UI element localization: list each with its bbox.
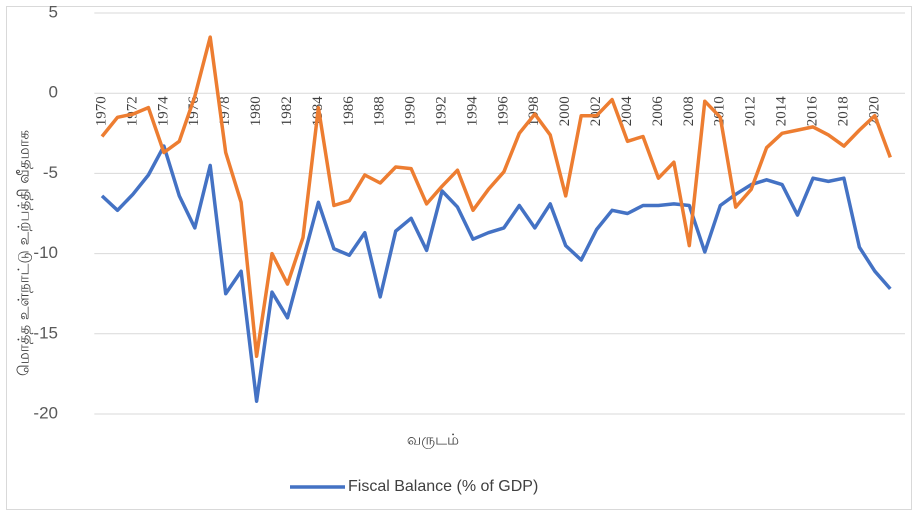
x-tick-label: 2002 bbox=[588, 96, 604, 126]
x-tick-label: 2006 bbox=[650, 96, 666, 127]
x-tick-label: 2004 bbox=[619, 96, 635, 127]
y-tick-label: -15 bbox=[33, 323, 58, 342]
x-tick-label: 1994 bbox=[464, 96, 480, 127]
series-line bbox=[100, 144, 892, 403]
x-tick-label: 2014 bbox=[774, 96, 790, 127]
y-tick-label: 5 bbox=[49, 2, 58, 21]
x-tick-label: 1996 bbox=[495, 96, 511, 127]
x-tick-label: 2008 bbox=[681, 96, 697, 126]
y-tick-label: -10 bbox=[33, 243, 58, 262]
y-tick-label: 0 bbox=[49, 83, 58, 102]
y-tick-label: -20 bbox=[33, 403, 58, 422]
x-tick-label: 1982 bbox=[279, 96, 295, 126]
y-axis-title: மொத்த உள்நாட்டு உற்பத்தி வீதமாக bbox=[15, 130, 33, 376]
chart-border bbox=[6, 6, 912, 510]
x-tick-label: 1988 bbox=[372, 96, 388, 126]
x-tick-label: 2016 bbox=[804, 96, 820, 127]
x-tick-label: 2000 bbox=[557, 96, 573, 126]
x-tick-label: 1980 bbox=[248, 96, 264, 126]
x-tick-label: 1974 bbox=[155, 96, 171, 127]
x-tick-label: 1970 bbox=[93, 96, 109, 126]
legend-label: Fiscal Balance (% of GDP) bbox=[348, 478, 538, 495]
x-tick-label: 2018 bbox=[835, 96, 851, 126]
series-line bbox=[100, 35, 892, 359]
x-tick-label: 1992 bbox=[433, 96, 449, 126]
x-tick-label: 2010 bbox=[712, 96, 728, 126]
x-tick-label: 2012 bbox=[743, 96, 759, 126]
x-tick-label: 1986 bbox=[341, 96, 357, 127]
x-axis-title: வருடம் bbox=[407, 431, 459, 449]
y-tick-label: -5 bbox=[43, 163, 58, 182]
x-tick-label: 1976 bbox=[186, 96, 202, 127]
x-tick-label: 1990 bbox=[403, 96, 419, 126]
x-tick-label: 1972 bbox=[124, 96, 140, 126]
